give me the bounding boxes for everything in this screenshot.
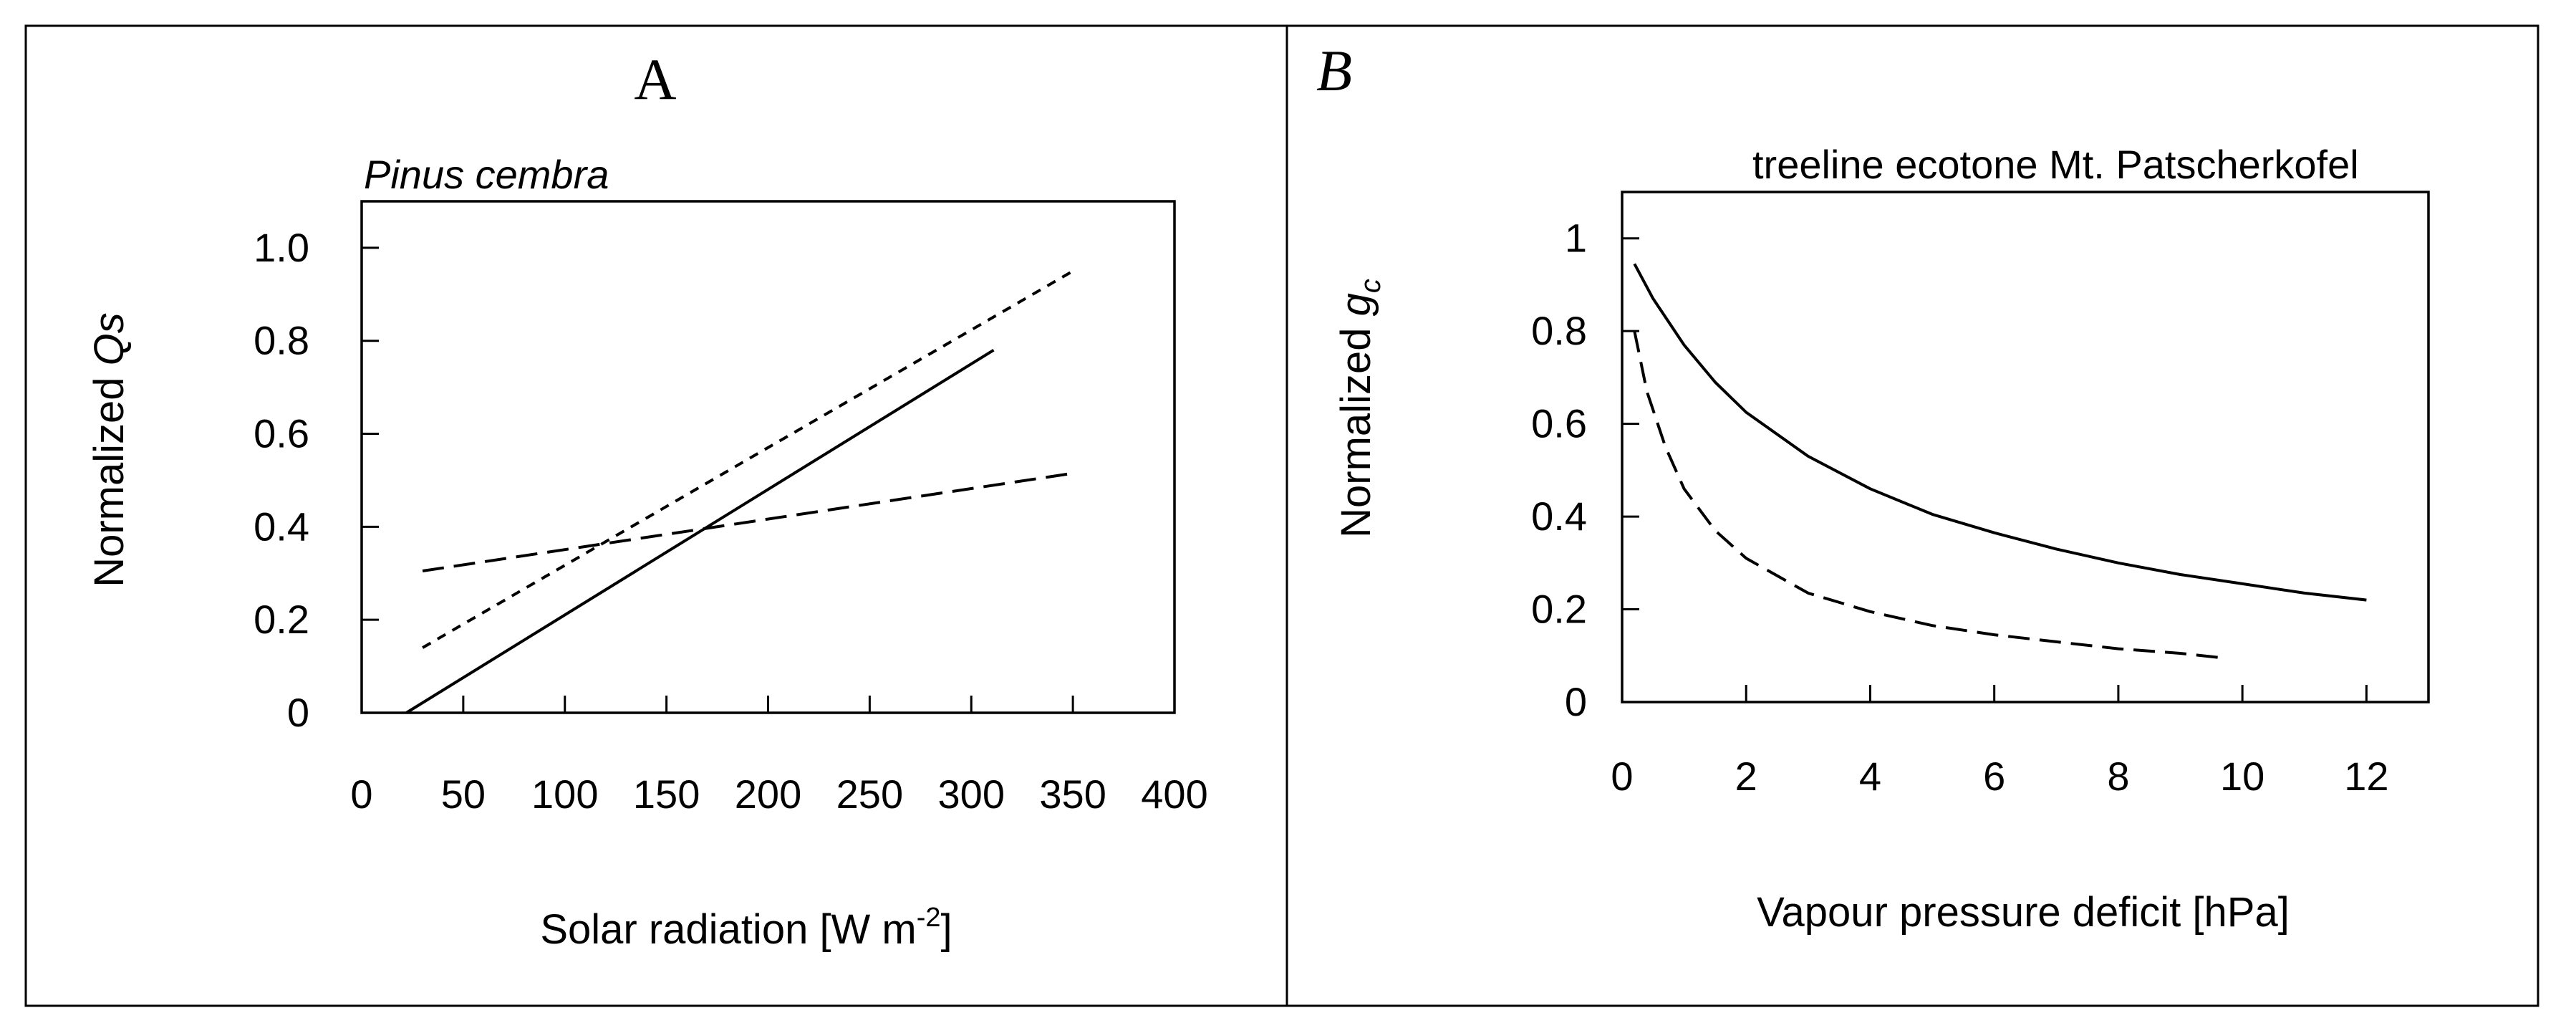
panel-b-y-axis: 0 0.2 0.4 0.6 0.8 1	[1531, 216, 1639, 724]
panel-a-label: A	[634, 47, 676, 112]
panel-b-x-axis: 0 2 4 6 8 10 12	[1611, 685, 2389, 799]
panel-a-series-long-dash	[422, 471, 1074, 572]
panel-b-x-tick-label: 10	[2220, 754, 2264, 799]
panel-a-x-axis-label-sup: -2	[917, 903, 941, 933]
panel-a-y-tick-label: 0	[287, 690, 309, 735]
panel-a-x-axis-label-main: Solar radiation [W m	[540, 906, 916, 953]
panel-b-y-tick-label: 0.4	[1531, 494, 1587, 539]
panel-b-series-solid	[1633, 263, 2367, 602]
panel-b-series-dashed	[1633, 330, 2224, 660]
panel-b-y-axis-label-sub: c	[1355, 279, 1386, 293]
panel-a-x-tick-label: 0	[350, 772, 372, 817]
panel-b-label: B	[1316, 38, 1352, 103]
panel-a-y-tick-label: 1.0	[254, 225, 309, 270]
panel-a-x-axis-label: Solar radiation [W m-2]	[540, 903, 952, 953]
panel-a-plot-area	[360, 200, 1176, 714]
panel-b-y-tick-label: 1	[1565, 216, 1587, 261]
panel-b-y-axis-label-italic: g	[1333, 293, 1379, 316]
panel-a-y-tick-label: 0.6	[254, 411, 309, 456]
panel-b-x-tick-label: 6	[1983, 754, 2005, 799]
panel-b-x-tick-label: 2	[1735, 754, 1757, 799]
panel-b-y-tick-label: 0	[1565, 679, 1587, 724]
panel-a-y-tick-label: 0.4	[254, 504, 309, 549]
panel-a-x-tick-label: 100	[531, 772, 598, 817]
panel-a-y-axis-label-main: Normalized	[86, 365, 132, 587]
panel-b-title: treeline ecotone Mt. Patscherkofel	[1752, 142, 2359, 187]
panel-b-y-tick-label: 0.2	[1531, 587, 1587, 632]
panel-b: B treeline ecotone Mt. Patscherkofel 0 2 4…	[1316, 38, 2430, 936]
panel-a-x-tick-label: 400	[1141, 772, 1207, 817]
panel-a-x-axis: 0 50 100 150 200 250 300 350 400	[350, 696, 1208, 817]
panel-a-x-tick-label: 200	[735, 772, 801, 817]
panel-a-y-axis: 0 0.2 0.4 0.6 0.8 1.0	[254, 225, 379, 735]
panel-a-series-solid	[405, 348, 995, 714]
panel-a-x-tick-label: 150	[633, 772, 700, 817]
panel-b-x-tick-label: 8	[2107, 754, 2129, 799]
panel-a-x-tick-label: 350	[1039, 772, 1106, 817]
panel-a-x-axis-label-end: ]	[941, 906, 952, 953]
panel-b-y-tick-label: 0.6	[1531, 401, 1587, 446]
panel-a-x-tick-label: 50	[441, 772, 486, 817]
panel-a-title: Pinus cembra	[364, 152, 609, 197]
panel-b-series	[1633, 263, 2367, 660]
figure-frame	[24, 24, 2539, 1007]
panel-b-y-tick-label: 0.8	[1531, 308, 1587, 353]
panel-b-x-axis-label: Vapour pressure deficit [hPa]	[1757, 889, 2290, 936]
panel-a-series-short-dash	[422, 269, 1074, 649]
panel-b-x-tick-label: 0	[1611, 754, 1633, 799]
panel-b-y-axis-label: Normalized gc	[1333, 279, 1386, 538]
panel-b-x-tick-label: 12	[2344, 754, 2388, 799]
panel-a-x-tick-label: 250	[836, 772, 903, 817]
panel-b-y-axis-label-main: Normalized	[1333, 316, 1379, 537]
panel-a-series	[405, 269, 1074, 714]
panel-b-plot-area	[1621, 191, 2430, 703]
panel-a-y-axis-label-italic: Qs	[86, 312, 132, 365]
panel-a-y-axis-label: Normalized Qs	[86, 312, 132, 587]
panel-b-x-tick-label: 4	[1859, 754, 1881, 799]
panel-a: A Pinus cembra 0 50 100 150 200 250 300 350 400 …	[86, 47, 1208, 953]
panel-a-y-tick-label: 0.2	[254, 597, 309, 642]
panel-a-x-tick-label: 300	[938, 772, 1005, 817]
panel-a-y-tick-label: 0.8	[254, 318, 309, 363]
